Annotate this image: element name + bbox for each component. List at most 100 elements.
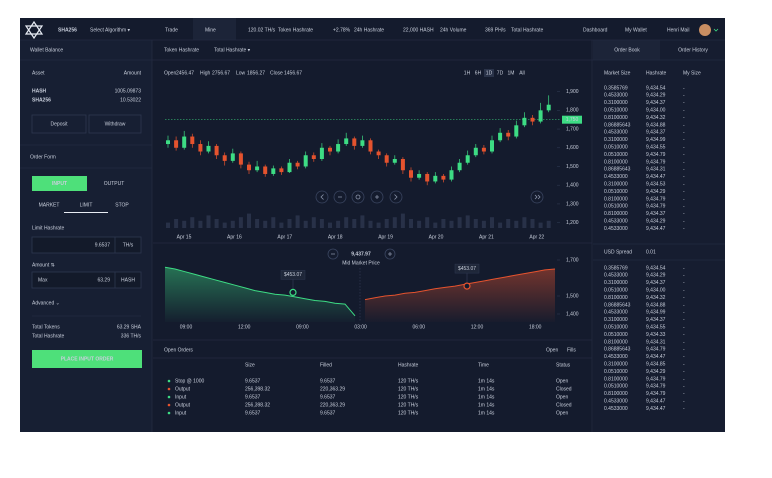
algorithm-select[interactable]: Select Algorithm ▾ xyxy=(90,27,131,33)
order-cell: 1m 14s xyxy=(478,394,495,400)
wallet-buttons[interactable] xyxy=(31,114,142,134)
tooltip xyxy=(454,263,480,274)
volume-bar xyxy=(546,220,551,228)
avatar[interactable] xyxy=(699,24,711,36)
column-header: Status xyxy=(556,362,571,368)
depth-marker[interactable] xyxy=(463,282,471,290)
order-type[interactable]: LIMIT xyxy=(80,202,93,208)
book-price: 9,434.55 xyxy=(646,145,666,151)
book-my-size: - xyxy=(683,122,685,128)
volume-bar xyxy=(303,220,308,228)
order-dot xyxy=(167,411,171,415)
input-side-button[interactable] xyxy=(32,176,87,191)
nav-link[interactable]: Dashboard xyxy=(583,27,608,33)
chart-tab[interactable]: Total Hashrate ▾ xyxy=(214,47,251,53)
user-caret[interactable] xyxy=(713,28,719,32)
candle-body xyxy=(206,145,211,152)
active-range[interactable] xyxy=(484,69,494,77)
book-tab[interactable]: Order History xyxy=(678,47,708,53)
stat-label: Total Hashrate xyxy=(511,27,543,33)
order-cell: 1m 14s xyxy=(478,386,495,392)
column-header: Amount xyxy=(124,70,142,76)
book-price: 9,434.53 xyxy=(646,182,666,188)
field-unit: TH/s xyxy=(123,242,134,248)
order-type[interactable]: STOP xyxy=(115,202,129,208)
book-size: 0.3100000 xyxy=(604,317,628,323)
book-size: 0.3100000 xyxy=(604,100,628,106)
chart-controls[interactable] xyxy=(315,190,544,260)
spread-label: USD Spread xyxy=(604,249,632,255)
book-price: 9,434.32 xyxy=(646,295,666,301)
volume-bar xyxy=(449,220,454,228)
book-my-size: - xyxy=(683,302,685,308)
volume-bar xyxy=(506,219,511,228)
volume-bar xyxy=(360,215,365,228)
stat-label: Token Hashrate xyxy=(278,27,313,33)
deposit-button[interactable]: Deposit xyxy=(51,121,69,127)
book-size: 0.0510000 xyxy=(604,325,628,331)
depth-marker[interactable] xyxy=(289,288,297,296)
order-book-panel xyxy=(593,40,725,432)
volume-bar xyxy=(255,219,260,228)
spread-value: 0.01 xyxy=(646,249,656,255)
volume-bar xyxy=(263,220,268,228)
submit-button[interactable] xyxy=(32,350,142,368)
x-tick-label: 12:00 xyxy=(471,324,484,330)
range-button[interactable]: 1H xyxy=(464,70,471,76)
volume-bar xyxy=(174,219,179,228)
book-price: 9,434.99 xyxy=(646,310,666,316)
book-price: 9,434.79 xyxy=(646,376,666,382)
book-size: 0.4533000 xyxy=(604,226,628,232)
x-tick-label: 12:00 xyxy=(238,324,251,330)
logo[interactable] xyxy=(24,20,44,40)
range-button[interactable]: 7D xyxy=(497,70,504,76)
book-tab[interactable]: Order Book xyxy=(614,47,640,53)
candle-body xyxy=(238,153,243,165)
candle-body xyxy=(271,168,276,174)
active-tab[interactable] xyxy=(193,18,236,40)
volume-bar xyxy=(530,219,535,228)
book-size: 0.8100000 xyxy=(604,295,628,301)
range-button[interactable]: 6H xyxy=(475,70,482,76)
side-output[interactable]: OUTPUT xyxy=(104,181,125,187)
book-my-size: - xyxy=(683,145,685,151)
ohlc-value: 2456.47 xyxy=(176,70,194,76)
order-type[interactable]: MARKET xyxy=(39,202,60,208)
book-price: 9,434.47 xyxy=(646,226,666,232)
range-button[interactable]: 1D xyxy=(486,70,493,76)
active-book-tab[interactable] xyxy=(593,40,660,60)
nav-link[interactable]: My Wallet xyxy=(625,27,647,33)
book-price: 9,434.99 xyxy=(646,137,666,143)
candle-body xyxy=(336,144,341,152)
panel-title: Open Orders xyxy=(164,347,193,353)
range-button[interactable]: All xyxy=(519,70,525,76)
book-my-size: - xyxy=(683,317,685,323)
orders-tab[interactable]: Fills xyxy=(567,347,576,353)
submit-label[interactable]: PLACE INPUT ORDER xyxy=(61,356,114,362)
user-name[interactable]: Henri Mail xyxy=(667,27,690,33)
side-input[interactable]: INPUT xyxy=(52,181,67,187)
book-my-size: - xyxy=(683,115,685,121)
field-label: Amount ⇅ xyxy=(32,262,55,268)
candle-body xyxy=(279,168,284,173)
chart-tab[interactable]: Token Hashrate xyxy=(164,47,199,53)
volume-bar xyxy=(336,220,341,228)
candle-body xyxy=(473,147,478,156)
volume-bar xyxy=(214,219,219,228)
nav-tab[interactable]: Mine xyxy=(205,27,216,33)
max-button[interactable]: Max xyxy=(38,277,48,283)
book-size: 0.0510000 xyxy=(604,108,628,114)
withdraw-button[interactable]: Withdraw xyxy=(105,121,126,127)
stat-value: 369 PH/s xyxy=(485,27,506,33)
inputs[interactable] xyxy=(31,236,142,289)
nav-tab[interactable]: Trade xyxy=(165,27,178,33)
advanced-toggle[interactable]: Advanced ⌄ xyxy=(32,300,60,306)
x-tick-label: Apr 18 xyxy=(328,234,343,240)
orders-tab[interactable]: Open xyxy=(546,347,558,353)
book-size: 0.4533000 xyxy=(604,310,628,316)
order-cell: 120 TH/s xyxy=(398,386,419,392)
volume-bar xyxy=(238,217,243,228)
y-tick-label: 1,500 xyxy=(566,164,579,170)
range-button[interactable]: 1M xyxy=(508,70,515,76)
volume-bar xyxy=(287,219,292,228)
